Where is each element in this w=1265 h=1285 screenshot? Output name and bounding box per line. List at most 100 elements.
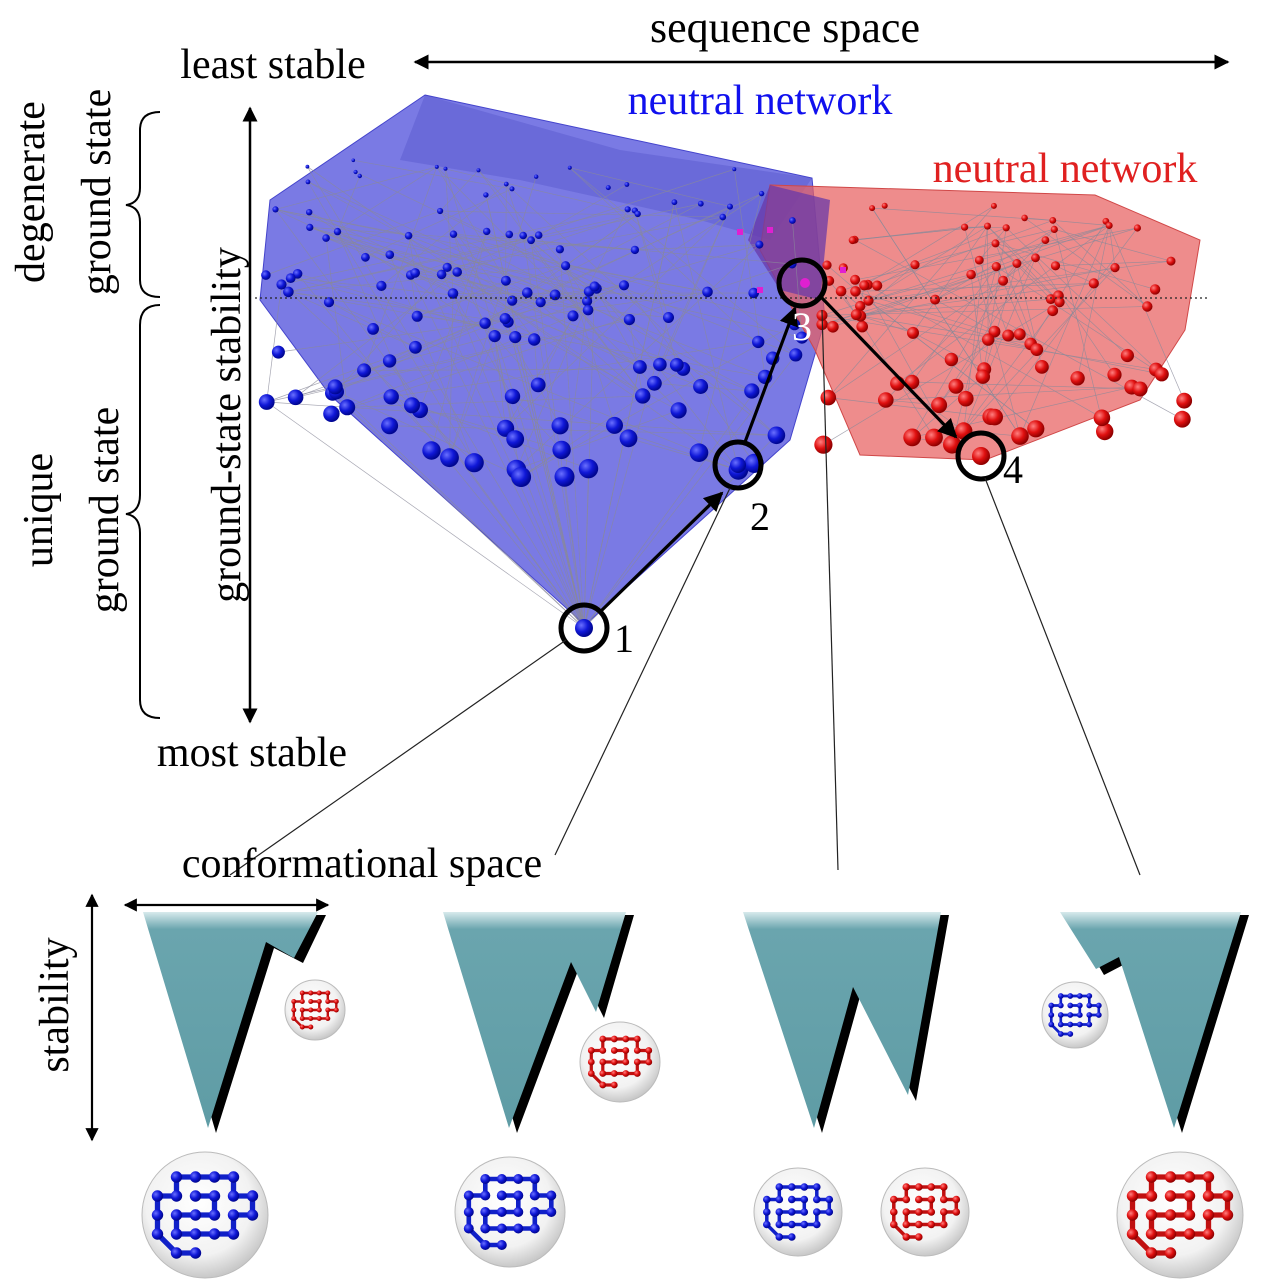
protein-residue xyxy=(915,1183,923,1191)
blue-network-node xyxy=(653,358,667,372)
protein-residue xyxy=(190,1228,201,1239)
protein-residue xyxy=(788,1183,796,1191)
protein-residue xyxy=(1077,1022,1083,1028)
blue-network-node xyxy=(568,310,579,321)
blue-network-node xyxy=(381,417,398,434)
protein-residue xyxy=(247,1190,258,1201)
protein-residue xyxy=(611,1036,618,1043)
red-network-node xyxy=(966,270,976,280)
protein-residue xyxy=(599,1036,606,1043)
blue-network-node xyxy=(506,430,524,448)
red-network-node xyxy=(1174,411,1191,428)
blue-network-node xyxy=(606,185,611,190)
red-network-node xyxy=(1035,360,1049,374)
magenta-network-node xyxy=(840,267,846,273)
blue-network-node xyxy=(328,379,343,394)
blue-network-node xyxy=(452,267,462,277)
blue-network-node xyxy=(383,354,396,367)
protein-residue xyxy=(928,1183,936,1191)
blue-network-node xyxy=(272,346,285,359)
protein-residue xyxy=(1203,1190,1214,1201)
blue-network-node xyxy=(663,312,674,323)
protein-residue xyxy=(1184,1171,1195,1182)
red-network-node xyxy=(1051,226,1058,233)
protein-residue xyxy=(497,1174,507,1184)
blue-network-node xyxy=(635,211,641,217)
blue-network-node xyxy=(286,273,296,283)
blue-network-node xyxy=(505,389,520,404)
protein-residue xyxy=(1184,1209,1195,1220)
path-label-4: 4 xyxy=(1003,447,1023,492)
blue-network-node xyxy=(789,217,796,224)
blue-network-node xyxy=(334,228,341,235)
red-network-node xyxy=(1049,217,1056,224)
protein-residue xyxy=(464,1191,474,1201)
protein-residue xyxy=(588,1059,595,1066)
path-label-3: 3 xyxy=(792,304,812,349)
blue-network-node xyxy=(405,232,413,240)
blue-network-node xyxy=(522,287,533,298)
blue-network-node xyxy=(555,467,575,487)
protein-residue xyxy=(480,1191,490,1201)
degenerate-brace xyxy=(126,112,160,297)
blue-network-node xyxy=(367,323,379,335)
red-network-node xyxy=(1042,236,1050,244)
protein-residue xyxy=(300,999,305,1004)
red-protein-icon xyxy=(1117,1152,1243,1278)
red-network-node xyxy=(1150,284,1160,294)
protein-residue xyxy=(763,1196,771,1204)
protein-residue xyxy=(1184,1190,1195,1201)
magenta-network-node xyxy=(757,287,763,293)
protein-residue xyxy=(190,1171,201,1182)
blue-network-node xyxy=(579,459,598,478)
protein-residue xyxy=(1086,1003,1092,1009)
protein-residue xyxy=(1146,1171,1157,1182)
blue-network-node xyxy=(672,199,678,205)
blue-network-node xyxy=(789,348,802,361)
blue-network-node xyxy=(624,314,635,325)
ground-state-stability-label: ground-state stability xyxy=(204,247,250,603)
protein-residue xyxy=(599,1070,606,1077)
protein-residue xyxy=(763,1208,771,1216)
blue-network-node xyxy=(384,389,399,404)
protein-residue xyxy=(171,1171,182,1182)
protein-residue xyxy=(1165,1171,1176,1182)
protein-residue xyxy=(776,1208,784,1216)
blue-network-node xyxy=(506,231,514,239)
blue-protein-icon xyxy=(455,1157,565,1267)
red-network-node xyxy=(878,392,894,408)
protein-residue xyxy=(776,1196,784,1204)
blue-network-node xyxy=(744,383,759,398)
red-network-node xyxy=(907,327,919,339)
protein-residue xyxy=(1165,1247,1176,1258)
blue-network-node xyxy=(259,394,275,410)
blue-network-node xyxy=(527,236,535,244)
red-network-node xyxy=(1155,367,1169,381)
sequence-space-label: sequence space xyxy=(650,3,920,52)
blue-network-node xyxy=(670,358,684,372)
protein-residue xyxy=(1067,1022,1073,1028)
protein-residue xyxy=(776,1183,784,1191)
protein-residue xyxy=(588,1047,595,1054)
protein-residue xyxy=(325,999,330,1004)
red-network-node xyxy=(1133,382,1148,397)
blue-network-node xyxy=(568,166,572,170)
red-network-node xyxy=(984,223,991,230)
protein-residue xyxy=(530,1191,540,1201)
protein-residue xyxy=(903,1183,911,1191)
blue-network-node xyxy=(483,192,488,197)
blue-network-node xyxy=(422,441,440,459)
blue-network-node xyxy=(631,246,639,254)
blue-network-node xyxy=(702,287,713,298)
protein-residue xyxy=(513,1191,523,1201)
protein-residue xyxy=(513,1224,523,1234)
blue-network-node xyxy=(550,290,561,301)
protein-residue xyxy=(190,1209,201,1220)
conformational-space-label: conformational space xyxy=(182,841,542,887)
red-network-node xyxy=(1121,349,1134,362)
red-network-node xyxy=(931,397,947,413)
blue-network-node xyxy=(510,186,515,191)
blue-network-node xyxy=(261,270,271,280)
protein-residue xyxy=(1058,1031,1064,1037)
protein-residue xyxy=(1203,1228,1214,1239)
